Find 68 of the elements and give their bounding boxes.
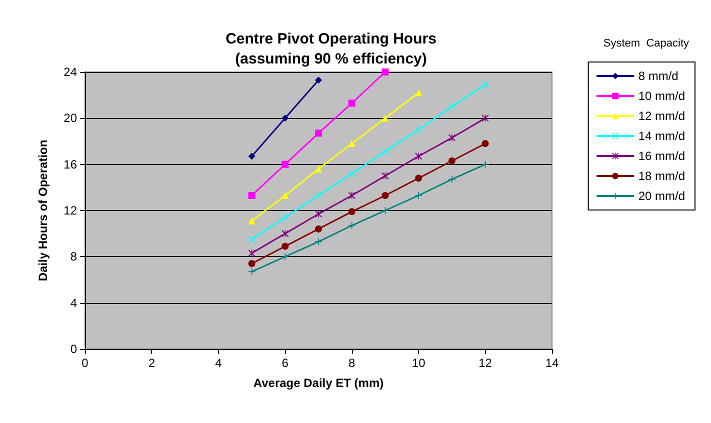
legend-label: 14 mm/d <box>638 129 686 143</box>
x-tick-label: 0 <box>82 356 89 370</box>
x-tick-label: 12 <box>478 356 492 370</box>
legend-label: 8 mm/d <box>638 69 678 83</box>
x-tick-label: 4 <box>215 356 222 370</box>
point <box>448 103 456 110</box>
point <box>248 192 256 199</box>
point <box>348 170 356 178</box>
legend-label: 10 mm/d <box>638 89 686 103</box>
point <box>482 160 489 168</box>
point <box>482 140 489 148</box>
legend-label: 16 mm/d <box>638 149 686 163</box>
point <box>382 207 389 214</box>
y-tick-label: 24 <box>64 65 78 79</box>
point <box>448 134 456 142</box>
point <box>248 260 256 268</box>
point <box>382 68 389 76</box>
point <box>282 192 289 199</box>
legend-label: 20 mm/d <box>638 189 686 203</box>
point <box>382 148 389 156</box>
point <box>282 230 289 238</box>
x-tick-label: 14 <box>545 356 559 370</box>
point <box>315 225 322 232</box>
point <box>248 217 256 224</box>
x-tick-label: 2 <box>148 356 156 370</box>
point <box>448 157 456 164</box>
y-tick-label: 8 <box>70 250 78 264</box>
y-tick-label: 20 <box>64 111 78 126</box>
point <box>415 174 422 182</box>
point <box>282 214 289 221</box>
x-tick-label: 8 <box>348 356 356 370</box>
point <box>315 210 322 218</box>
y-axis-title: Daily Hours of Operation <box>36 140 50 282</box>
point <box>282 242 289 250</box>
y-tick-label: 4 <box>70 296 78 310</box>
point <box>248 152 256 160</box>
legend-title: System Capacity <box>603 38 690 50</box>
point <box>415 89 422 96</box>
point <box>315 192 322 199</box>
point <box>348 100 356 107</box>
point <box>315 76 322 84</box>
chart-title: Centre Pivot Operating Hours (assuming 90 % efficiency) <box>226 30 436 68</box>
point <box>315 165 322 172</box>
point <box>482 81 489 88</box>
point <box>448 176 456 183</box>
point <box>348 208 356 216</box>
x-tick-label: 6 <box>282 356 289 370</box>
y-tick-label: 16 <box>64 157 78 172</box>
point <box>415 126 422 134</box>
point <box>415 192 422 199</box>
point <box>282 253 289 260</box>
y-tick-label: 0 <box>70 342 78 356</box>
point <box>248 236 256 243</box>
point <box>348 192 356 199</box>
point <box>348 140 356 148</box>
x-axis-title: Average Daily ET (mm) <box>253 376 384 390</box>
point <box>348 222 356 230</box>
legend-label: 18 mm/d <box>638 169 686 183</box>
point <box>382 114 389 122</box>
point <box>415 152 422 160</box>
point <box>282 114 289 122</box>
y-tick-label: 12 <box>64 204 78 218</box>
x-tick-label: 10 <box>412 356 426 370</box>
point <box>315 238 322 246</box>
point <box>282 160 289 168</box>
legend-label: 12 mm/d <box>638 109 686 123</box>
point <box>315 130 322 137</box>
point <box>382 192 389 199</box>
